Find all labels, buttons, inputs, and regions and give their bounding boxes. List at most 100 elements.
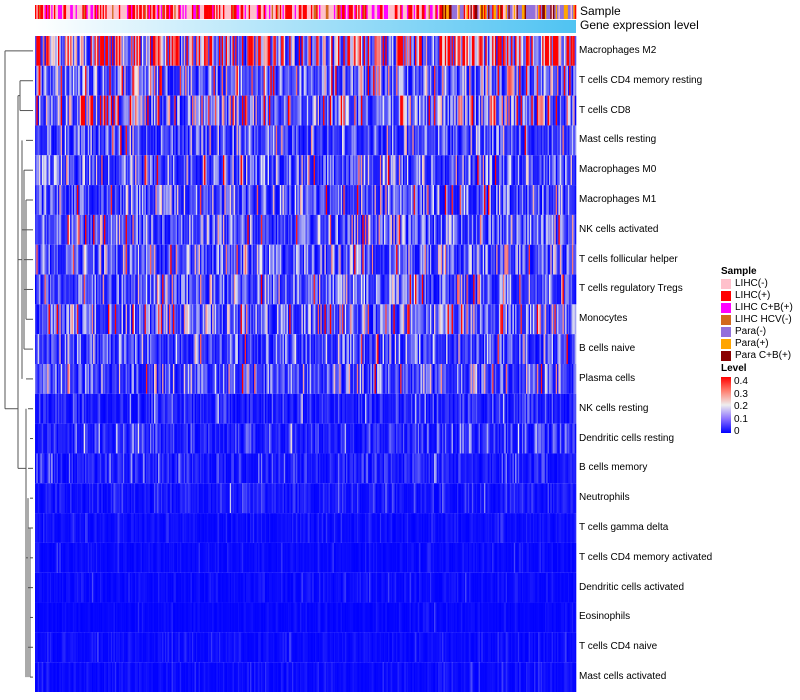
heatmap-cell	[554, 125, 557, 156]
heatmap-cell	[212, 155, 214, 186]
heatmap-cell	[256, 214, 259, 245]
heatmap-cell	[416, 155, 419, 186]
heatmap-cell	[432, 185, 435, 215]
heatmap-cell	[340, 244, 343, 275]
heatmap-cell	[128, 274, 130, 305]
heatmap-cell	[105, 334, 107, 364]
heatmap-cell	[72, 155, 75, 186]
heatmap-cell	[245, 155, 248, 186]
heatmap-cell	[348, 244, 351, 275]
heatmap-cell	[425, 274, 428, 305]
heatmap-cell	[433, 155, 436, 186]
heatmap-cell	[132, 214, 135, 245]
heatmap-cell	[252, 155, 255, 186]
heatmap-cell	[502, 125, 505, 156]
heatmap-cell	[328, 185, 331, 215]
heatmap-cell	[177, 214, 179, 245]
heatmap-cell	[97, 155, 99, 186]
heatmap-cell	[139, 65, 141, 96]
heatmap-cell	[217, 214, 220, 245]
heatmap-cell	[359, 185, 362, 215]
heatmap-cell	[116, 125, 118, 156]
heatmap-cell	[62, 36, 64, 66]
heatmap-cell	[94, 244, 97, 275]
heatmap-cell	[302, 155, 305, 186]
heatmap-cell	[43, 334, 45, 364]
heatmap-cell	[159, 334, 162, 364]
heatmap-cell	[431, 185, 433, 215]
heatmap-cell	[37, 304, 40, 335]
heatmap-cell	[256, 274, 259, 305]
heatmap-cell	[185, 214, 187, 245]
heatmap-cell	[132, 334, 135, 364]
heatmap-cell	[129, 304, 132, 335]
heatmap-cell	[239, 95, 241, 126]
heatmap-cell	[70, 364, 72, 394]
heatmap-cell	[555, 274, 558, 305]
heatmap-cell	[484, 36, 486, 66]
heatmap-cell	[83, 274, 86, 305]
heatmap-cell	[550, 214, 552, 245]
heatmap-cell	[271, 125, 274, 156]
heatmap-cell	[442, 155, 444, 186]
heatmap-cell	[122, 185, 125, 215]
heatmap-cell	[201, 274, 204, 305]
heatmap-cell	[266, 95, 268, 126]
heatmap-cell	[240, 65, 243, 96]
heatmap-cell	[43, 274, 45, 305]
heatmap-cell	[492, 185, 494, 215]
heatmap-cell	[91, 125, 94, 156]
heatmap-cell	[427, 244, 429, 275]
heatmap-cell	[109, 244, 112, 275]
heatmap-cell	[436, 214, 439, 245]
heatmap-cell	[534, 155, 536, 186]
heatmap-cell	[139, 304, 141, 335]
heatmap-cell	[321, 155, 324, 186]
heatmap-cell	[456, 334, 459, 364]
heatmap-cell	[99, 125, 102, 156]
heatmap-cell	[143, 334, 145, 364]
heatmap-cell	[328, 274, 331, 305]
heatmap-cell	[365, 334, 367, 364]
heatmap-cell	[471, 334, 474, 364]
heatmap-cell	[401, 155, 404, 186]
heatmap-cell	[525, 244, 528, 275]
heatmap-cell	[415, 244, 417, 275]
heatmap-cell	[143, 95, 145, 126]
heatmap-cell	[435, 214, 437, 245]
heatmap-cell	[231, 155, 233, 186]
heatmap-cell	[421, 155, 424, 186]
sample-annotation-cell	[252, 5, 255, 19]
sample-annotation-cell	[283, 5, 286, 19]
heatmap-cell	[85, 155, 87, 186]
heatmap-cell	[145, 65, 148, 96]
heatmap-cell	[178, 65, 181, 96]
heatmap-cell	[347, 125, 350, 156]
heatmap-cell	[325, 36, 328, 66]
heatmap-cell	[390, 65, 393, 96]
heatmap-cell	[48, 274, 51, 305]
heatmap-cell	[186, 364, 189, 394]
heatmap-cell	[285, 155, 287, 186]
sample-annotation-cell	[129, 5, 132, 19]
heatmap-cell	[193, 334, 195, 364]
heatmap-cell	[204, 155, 206, 186]
heatmap-cell	[90, 334, 93, 364]
heatmap-cell	[49, 364, 52, 394]
heatmap-cell	[233, 185, 236, 215]
heatmap-cell	[85, 364, 87, 394]
heatmap-cell	[141, 125, 144, 156]
heatmap-cell	[435, 274, 437, 305]
heatmap-cell	[455, 214, 458, 245]
heatmap-cell	[95, 95, 98, 126]
heatmap-cell	[527, 214, 529, 245]
heatmap-cell	[47, 214, 49, 245]
heatmap-cell	[398, 185, 401, 215]
heatmap-cell	[201, 214, 204, 245]
heatmap-cell	[515, 304, 517, 335]
sample-annotation-cell	[304, 5, 306, 19]
heatmap-cell	[194, 364, 197, 394]
heatmap-cell	[394, 334, 397, 364]
heatmap-cell	[320, 274, 323, 305]
heatmap-cell	[278, 95, 281, 126]
